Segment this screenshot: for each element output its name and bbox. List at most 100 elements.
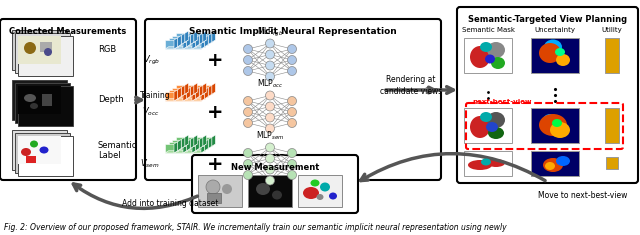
Polygon shape [208, 85, 212, 97]
Polygon shape [194, 40, 206, 42]
Polygon shape [187, 44, 199, 47]
Text: +: + [207, 154, 223, 173]
Circle shape [266, 113, 275, 122]
Polygon shape [201, 90, 205, 101]
Polygon shape [168, 142, 178, 151]
Ellipse shape [21, 148, 31, 156]
Polygon shape [203, 137, 212, 146]
Text: +: + [207, 102, 223, 121]
Polygon shape [185, 31, 188, 42]
Polygon shape [192, 99, 205, 101]
Ellipse shape [555, 48, 565, 56]
Polygon shape [183, 151, 196, 153]
Text: Fig. 2: Overview of our proposed framework, STAIR. We incrementally train our se: Fig. 2: Overview of our proposed framewo… [4, 223, 507, 232]
Polygon shape [199, 87, 208, 97]
Polygon shape [174, 144, 183, 153]
Text: Depth: Depth [98, 95, 124, 105]
Ellipse shape [543, 114, 557, 126]
Polygon shape [199, 42, 212, 44]
Polygon shape [201, 38, 205, 49]
Polygon shape [203, 40, 216, 42]
Circle shape [266, 39, 275, 48]
Circle shape [287, 67, 296, 75]
Polygon shape [176, 85, 185, 94]
Polygon shape [172, 35, 181, 44]
Polygon shape [194, 135, 197, 146]
Text: Move to next-best-view: Move to next-best-view [538, 191, 627, 200]
Polygon shape [187, 90, 196, 99]
Polygon shape [178, 97, 190, 99]
Bar [298, 175, 342, 207]
Polygon shape [190, 85, 194, 97]
Ellipse shape [556, 54, 570, 66]
Polygon shape [165, 92, 174, 101]
Ellipse shape [487, 159, 505, 167]
Polygon shape [185, 135, 188, 146]
Circle shape [287, 44, 296, 54]
Polygon shape [183, 144, 192, 153]
Polygon shape [183, 47, 196, 49]
FancyBboxPatch shape [145, 19, 441, 180]
Polygon shape [196, 140, 199, 151]
Polygon shape [196, 97, 208, 99]
Polygon shape [203, 144, 216, 146]
Polygon shape [187, 87, 190, 99]
Text: Uncertainty: Uncertainty [534, 27, 575, 33]
Ellipse shape [40, 146, 49, 153]
Polygon shape [178, 35, 181, 47]
Circle shape [287, 118, 296, 128]
Polygon shape [190, 140, 199, 149]
Bar [464, 107, 512, 142]
Polygon shape [203, 31, 206, 42]
Ellipse shape [256, 183, 270, 195]
Text: MLP$_{occ}$: MLP$_{occ}$ [257, 78, 284, 90]
Polygon shape [187, 149, 199, 151]
Text: MLP$_{rgb}$: MLP$_{rgb}$ [257, 25, 283, 39]
Ellipse shape [487, 112, 505, 128]
Polygon shape [183, 142, 187, 153]
Ellipse shape [543, 158, 563, 172]
Polygon shape [174, 40, 183, 49]
Circle shape [243, 107, 253, 117]
Text: New Measurement: New Measurement [231, 162, 319, 172]
Ellipse shape [550, 122, 570, 138]
Circle shape [266, 91, 275, 100]
Polygon shape [168, 97, 181, 99]
FancyBboxPatch shape [192, 155, 358, 213]
Polygon shape [187, 97, 199, 99]
Bar [18, 36, 73, 76]
Bar [26, 156, 36, 163]
Polygon shape [185, 144, 197, 146]
Polygon shape [181, 137, 185, 149]
Polygon shape [174, 90, 178, 101]
Bar [605, 107, 619, 142]
Ellipse shape [317, 194, 323, 200]
Circle shape [287, 171, 296, 180]
Bar [198, 175, 242, 207]
Text: Add into training dataset: Add into training dataset [122, 199, 218, 208]
Polygon shape [181, 85, 185, 97]
Ellipse shape [480, 42, 492, 52]
Polygon shape [185, 137, 194, 146]
Text: Label: Label [98, 150, 121, 160]
Polygon shape [196, 90, 205, 99]
Polygon shape [187, 140, 190, 151]
Bar [531, 150, 579, 176]
Text: next-best-view: next-best-view [472, 99, 531, 105]
Circle shape [243, 44, 253, 54]
Circle shape [266, 50, 275, 59]
Ellipse shape [487, 42, 505, 58]
Polygon shape [201, 142, 205, 153]
Polygon shape [187, 38, 196, 47]
Ellipse shape [30, 103, 38, 109]
Circle shape [243, 160, 253, 168]
Text: Semantic Implicit Neural Representation: Semantic Implicit Neural Representation [189, 27, 397, 36]
Circle shape [243, 171, 253, 180]
Bar [18, 86, 73, 126]
Polygon shape [196, 38, 205, 47]
Polygon shape [199, 33, 203, 44]
Polygon shape [185, 40, 197, 42]
Text: Training: Training [140, 91, 171, 101]
Ellipse shape [545, 162, 555, 170]
Circle shape [287, 107, 296, 117]
